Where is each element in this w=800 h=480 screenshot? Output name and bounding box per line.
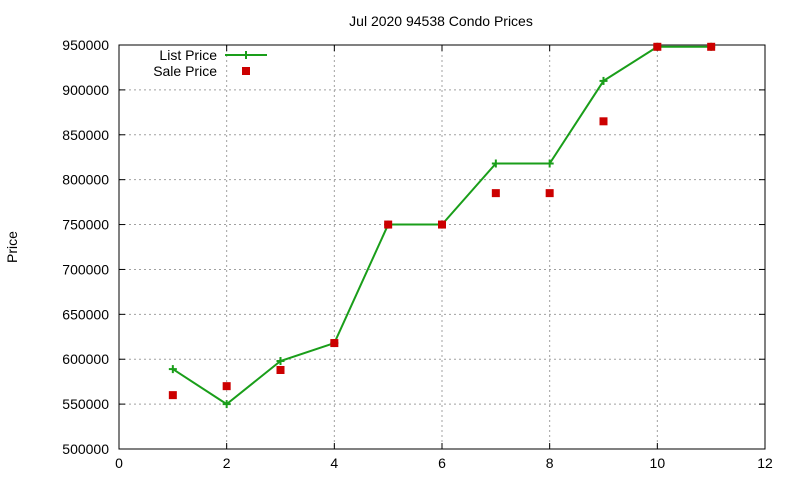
data-point	[545, 159, 554, 168]
data-point	[168, 365, 177, 374]
x-tick-label: 4	[330, 455, 338, 471]
data-point	[276, 357, 285, 366]
data-point	[653, 42, 662, 51]
legend-label: Sale Price	[153, 63, 217, 79]
y-tick-label: 600000	[62, 351, 109, 367]
y-tick-label: 500000	[62, 441, 109, 457]
data-point	[545, 189, 554, 198]
y-tick-label: 950000	[62, 37, 109, 53]
data-point	[384, 220, 393, 229]
grid	[119, 45, 765, 449]
x-tick-label: 0	[115, 455, 123, 471]
y-tick-label: 750000	[62, 217, 109, 233]
y-tick-label: 700000	[62, 261, 109, 277]
data-point	[599, 117, 608, 126]
data-point	[222, 382, 231, 391]
y-tick-label: 850000	[62, 127, 109, 143]
data-point	[491, 189, 500, 198]
x-tick-label: 6	[438, 455, 446, 471]
data-point	[438, 220, 446, 229]
data-point	[168, 391, 177, 400]
y-tick-label: 800000	[62, 172, 109, 188]
x-tick-label: 12	[757, 455, 773, 471]
data-point	[330, 339, 339, 348]
x-tick-label: 8	[546, 455, 554, 471]
chart-title: Jul 2020 94538 Condo Prices	[349, 13, 533, 29]
y-tick-label: 650000	[62, 306, 109, 322]
y-tick-label: 550000	[62, 396, 109, 412]
legend-swatch-marker	[242, 67, 250, 75]
x-tick-label: 2	[223, 455, 231, 471]
y-axis-label: Price	[4, 231, 20, 263]
series-2	[168, 42, 716, 400]
data-point	[491, 159, 500, 168]
legend-label: List Price	[159, 47, 217, 63]
data-point	[707, 42, 716, 51]
data-point	[222, 400, 231, 409]
y-tick-label: 900000	[62, 82, 109, 98]
data-point	[276, 365, 285, 374]
axis-ticks: 0 2 4 6 8 10 12 500000 550000 600000 650000 700000 7…	[62, 37, 773, 471]
series-layer	[168, 42, 716, 409]
legend-swatch-marker	[242, 51, 250, 59]
data-point	[599, 76, 608, 85]
x-tick-label: 10	[650, 455, 666, 471]
